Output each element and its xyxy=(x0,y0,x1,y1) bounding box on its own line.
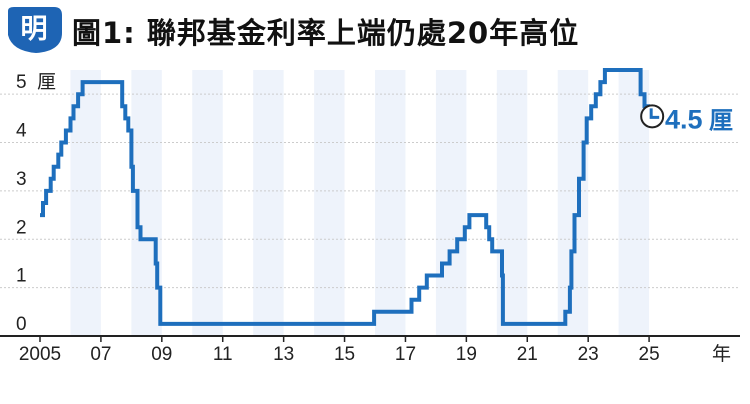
series-line xyxy=(40,68,651,326)
x-tick-label: 13 xyxy=(273,344,294,365)
logo-badge xyxy=(8,7,62,53)
y-tick-label: 3 xyxy=(16,169,27,190)
x-tick-label: 17 xyxy=(395,344,416,365)
year-band-2018 xyxy=(435,70,467,336)
year-band-2016 xyxy=(375,70,406,336)
end-point-marker xyxy=(640,104,665,129)
callout-value: 4.5 xyxy=(665,104,703,134)
logo-text: 明 xyxy=(21,14,48,45)
y-tick-label: 5 xyxy=(16,72,27,93)
year-band-2010 xyxy=(192,70,223,336)
x-tick-label: 2005 xyxy=(19,344,61,365)
x-tick-label: 25 xyxy=(639,344,660,365)
x-tick-labels: 2005 07 09 11 13 15 17 19 21 23 25 xyxy=(19,336,660,365)
year-band-2012 xyxy=(253,70,284,336)
x-tick-label: 21 xyxy=(517,344,538,365)
x-tick-label: 19 xyxy=(456,344,477,365)
y-tick-labels: 0 1 2 3 4 5 xyxy=(16,72,27,335)
year-band-2014 xyxy=(314,70,345,336)
y-tick-label: 2 xyxy=(16,217,27,238)
y-unit-label: 厘 xyxy=(37,71,56,93)
y-tick-label: 0 xyxy=(16,314,27,335)
x-unit-label: 年 xyxy=(712,343,731,365)
callout-unit: 厘 xyxy=(709,106,733,134)
newspaper-logo-icon: 明 xyxy=(8,7,62,53)
x-tick-label: 09 xyxy=(151,344,172,365)
year-band-2022 xyxy=(557,70,589,336)
x-tick-label: 15 xyxy=(334,344,355,365)
y-gridlines xyxy=(0,93,740,289)
marker-hands xyxy=(649,108,660,119)
year-band-2006 xyxy=(70,70,101,336)
x-tick-label: 07 xyxy=(90,344,111,365)
year-shading-bands xyxy=(70,70,650,336)
chart-header: 明 圖1: 聯邦基金利率上端仍處20年高位 xyxy=(0,0,750,58)
x-tick-label: 11 xyxy=(213,344,233,365)
x-tick-label: 23 xyxy=(578,344,599,365)
chart-title: 圖1: 聯邦基金利率上端仍處20年高位 xyxy=(72,16,580,50)
y-tick-label: 1 xyxy=(16,266,27,287)
y-tick-label: 4 xyxy=(16,121,27,142)
